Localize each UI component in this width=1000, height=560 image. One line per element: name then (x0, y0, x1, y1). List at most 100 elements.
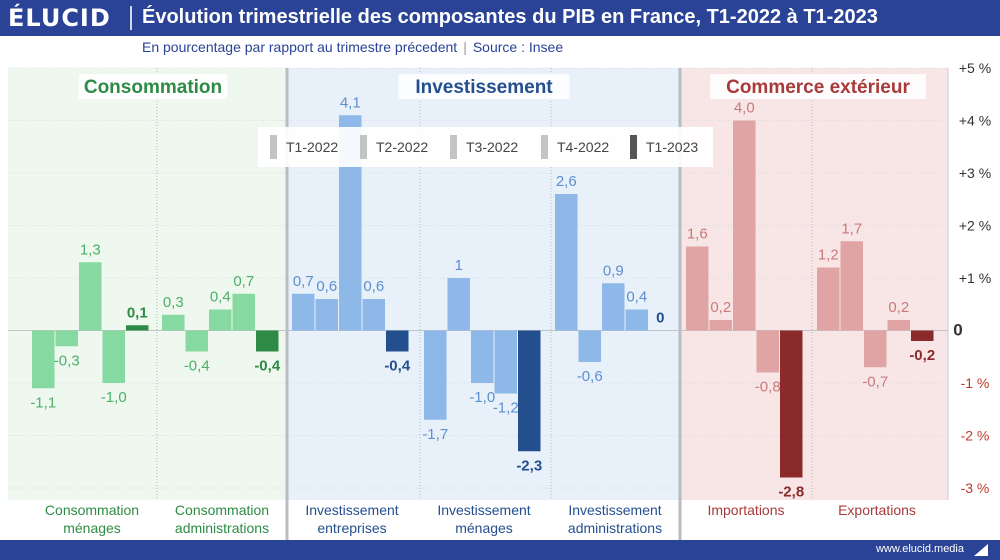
data-label: -0,3 (54, 352, 80, 369)
legend-background (258, 127, 713, 167)
category-label: ménages (63, 520, 121, 536)
legend-entry: T1-2023 (646, 139, 698, 155)
subtitle-main: En pourcentage par rapport au trimestre … (142, 39, 458, 55)
bar (185, 330, 208, 352)
data-label: -2,3 (516, 457, 542, 474)
bar (79, 262, 102, 331)
data-label: 1 (455, 257, 463, 274)
category-label: Importations (707, 502, 784, 518)
subtitle-source: Source : Insee (472, 39, 564, 55)
y-tick-label: -2 % (961, 428, 990, 444)
bar-chart: +5 % +4 % +3 % +2 % +1 % 0 -1 % -2 % -3 % Consomm… (8, 60, 991, 540)
y-tick-label: +3 % (959, 165, 991, 181)
bar (209, 309, 232, 331)
subtitle-separator: | (463, 39, 467, 55)
data-label: 1,3 (80, 241, 101, 258)
y-tick-label: +4 % (959, 113, 991, 129)
data-label: 1,6 (687, 226, 708, 243)
bar (471, 330, 494, 383)
bar (840, 241, 863, 331)
data-label: 1,7 (841, 220, 862, 237)
y-tick-label: -1 % (961, 375, 990, 391)
bar (817, 267, 840, 331)
category-label: administrations (568, 520, 662, 536)
data-label: -0,2 (909, 347, 935, 364)
category-label: Investissement (568, 502, 661, 518)
logo-separator (130, 6, 132, 30)
bar (518, 330, 541, 452)
bar (578, 330, 601, 362)
y-tick-label: +2 % (959, 218, 991, 234)
legend-swatch (270, 135, 277, 159)
data-label: -1,0 (101, 389, 127, 406)
footer-bar: www.elucid.media (0, 540, 1000, 560)
category-label: Exportations (838, 502, 916, 518)
data-label: -0,6 (577, 368, 603, 385)
data-label: 0,4 (210, 289, 231, 306)
legend-entry: T3-2022 (466, 139, 518, 155)
legend-swatch (360, 135, 367, 159)
data-label: -1,0 (469, 389, 495, 406)
data-label: 4,1 (340, 94, 361, 111)
header-bar: ÉLUCID Évolution trimestrielle des compo… (0, 0, 1000, 36)
chart-title: Évolution trimestrielle des composantes … (142, 6, 878, 28)
legend-swatch (541, 135, 548, 159)
bar (625, 309, 648, 331)
bar (555, 194, 578, 331)
category-label: Investissement (305, 502, 398, 518)
category-label: Investissement (437, 502, 530, 518)
data-label: -2,8 (778, 484, 804, 501)
data-label: -0,4 (184, 358, 210, 375)
bar (424, 330, 447, 420)
legend-entry: T1-2022 (286, 139, 338, 155)
bar (232, 293, 255, 331)
y-tick-label: 0 (953, 321, 962, 340)
bar (911, 330, 934, 341)
bar (447, 278, 470, 331)
y-tick-label: +1 % (959, 270, 991, 286)
data-label: 0,2 (888, 299, 909, 316)
data-label: 4,0 (734, 100, 755, 117)
bar (315, 299, 338, 331)
bar (362, 299, 385, 331)
chart-subtitle: En pourcentage par rapport au trimestre … (142, 39, 563, 55)
data-label: 0,7 (293, 273, 314, 290)
bar (686, 246, 709, 331)
data-label: 2,6 (556, 173, 577, 190)
data-label: -0,7 (862, 373, 888, 390)
legend-swatch (450, 135, 457, 159)
bar (102, 330, 125, 383)
data-label: 0,6 (363, 278, 384, 295)
data-label: -0,4 (384, 358, 411, 375)
data-label: 0,9 (603, 262, 624, 279)
category-label: Consommation (45, 502, 139, 518)
category-label: ménages (455, 520, 513, 536)
data-label: 0,1 (127, 304, 148, 321)
data-label: -0,4 (254, 358, 281, 375)
legend-entry: T2-2022 (376, 139, 428, 155)
bar (780, 330, 803, 478)
data-label: -1,1 (30, 394, 56, 411)
bar (494, 330, 517, 394)
corner-logo-icon (974, 544, 988, 556)
bar (339, 115, 362, 331)
data-label: 0,2 (710, 299, 731, 316)
section-title: Investissement (415, 77, 553, 98)
logo[interactable]: ÉLUCID (8, 4, 111, 32)
y-tick-label: +5 % (959, 60, 991, 76)
bar (126, 325, 149, 331)
data-label: -1,2 (493, 400, 519, 417)
category-label: entreprises (317, 520, 386, 536)
section-title: Consommation (84, 77, 222, 98)
bar (386, 330, 409, 352)
section-background (8, 68, 287, 500)
bar (887, 320, 910, 331)
website-link[interactable]: www.elucid.media (875, 543, 964, 555)
section-title-background (398, 74, 570, 99)
category-label: administrations (175, 520, 269, 536)
section-background (680, 68, 948, 500)
bar (55, 330, 78, 347)
section-title: Commerce extérieur (726, 77, 910, 98)
bar (162, 314, 185, 331)
